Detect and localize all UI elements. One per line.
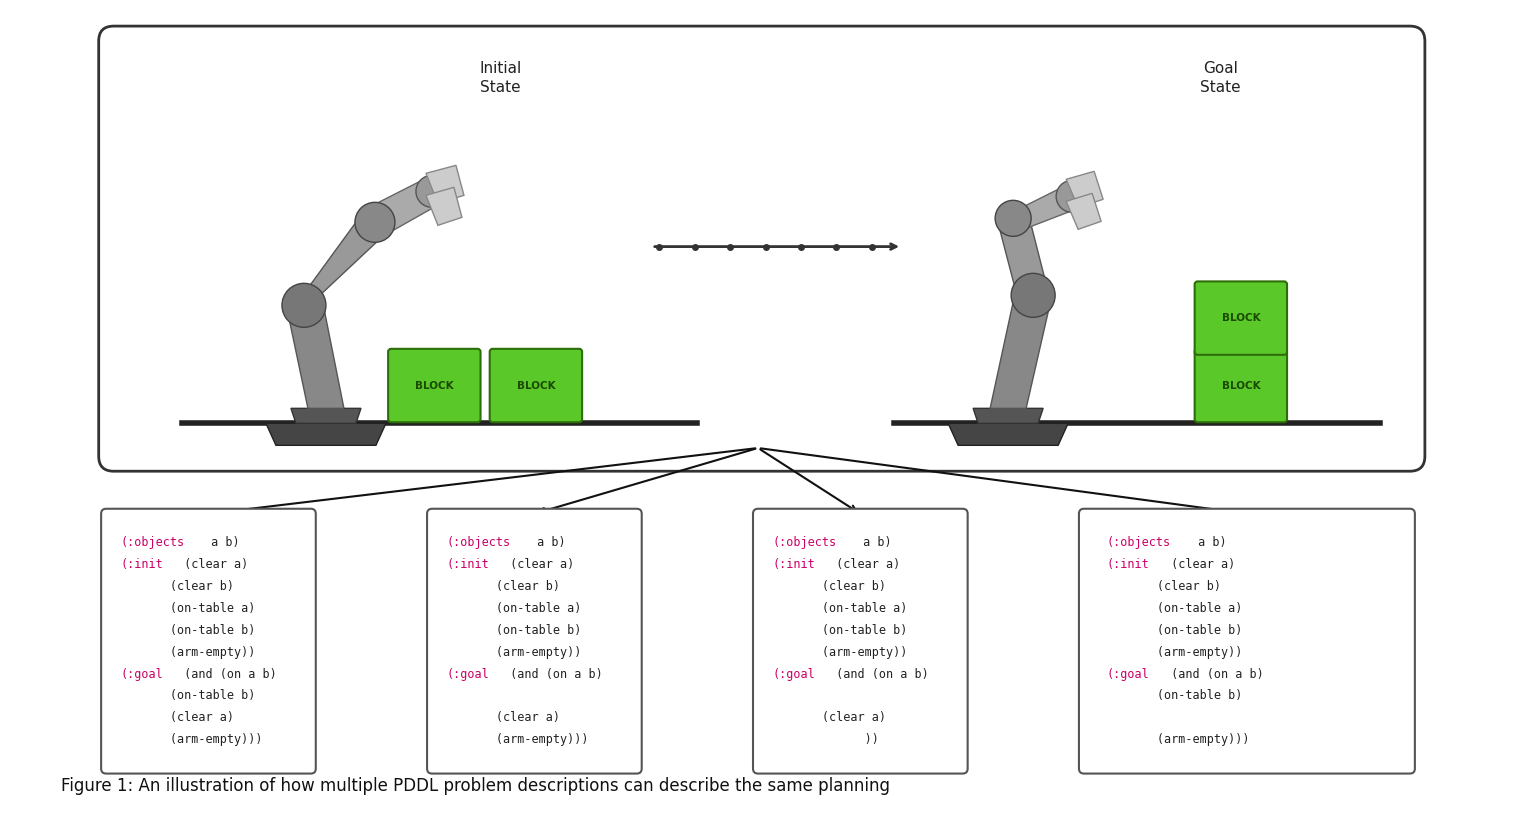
- FancyBboxPatch shape: [753, 509, 967, 774]
- FancyBboxPatch shape: [1195, 349, 1287, 423]
- Polygon shape: [426, 165, 464, 203]
- Text: (:objects: (:objects: [446, 536, 511, 549]
- Text: (and (on a b): (and (on a b): [1164, 667, 1263, 681]
- Text: (on-table b): (on-table b): [120, 624, 256, 637]
- FancyBboxPatch shape: [99, 26, 1425, 471]
- Circle shape: [1057, 180, 1088, 212]
- Text: (:objects: (:objects: [120, 536, 185, 549]
- Text: a b): a b): [531, 536, 565, 549]
- Polygon shape: [361, 178, 441, 233]
- Text: (:goal: (:goal: [446, 667, 490, 681]
- Polygon shape: [1066, 171, 1104, 207]
- Text: (clear b): (clear b): [120, 580, 235, 593]
- Polygon shape: [1001, 185, 1078, 229]
- Text: (arm-empty))): (arm-empty))): [446, 733, 588, 746]
- Text: (and (on a b): (and (on a b): [177, 667, 276, 681]
- Text: (:goal: (:goal: [1107, 667, 1149, 681]
- Text: (:objects: (:objects: [772, 536, 837, 549]
- Text: Initial
State: Initial State: [479, 62, 522, 95]
- Polygon shape: [288, 293, 344, 409]
- Text: (clear b): (clear b): [772, 580, 887, 593]
- Text: (:init: (:init: [1107, 558, 1149, 571]
- Text: (clear a): (clear a): [503, 558, 575, 571]
- Text: )): )): [772, 733, 879, 746]
- Text: BLOCK: BLOCK: [517, 381, 555, 390]
- Text: (on-table a): (on-table a): [1107, 602, 1242, 615]
- Text: Figure 1: An illustration of how multiple PDDL problem descriptions can describe: Figure 1: An illustration of how multipl…: [61, 777, 890, 795]
- Text: (:goal: (:goal: [120, 667, 164, 681]
- Text: (:goal: (:goal: [772, 667, 816, 681]
- Text: (clear a): (clear a): [120, 711, 235, 724]
- Text: (on-table a): (on-table a): [446, 602, 582, 615]
- Text: (arm-empty))): (arm-empty))): [1107, 733, 1249, 746]
- Polygon shape: [426, 187, 462, 225]
- Text: BLOCK: BLOCK: [1222, 313, 1260, 323]
- Text: a b): a b): [857, 536, 891, 549]
- Text: (on-table b): (on-table b): [1107, 624, 1242, 637]
- FancyBboxPatch shape: [1195, 281, 1287, 355]
- Text: (clear b): (clear b): [446, 580, 561, 593]
- FancyBboxPatch shape: [1079, 509, 1414, 774]
- FancyBboxPatch shape: [490, 349, 582, 423]
- Text: (clear a): (clear a): [177, 558, 249, 571]
- Polygon shape: [291, 409, 361, 423]
- Text: (on-table a): (on-table a): [120, 602, 256, 615]
- Text: (:init: (:init: [446, 558, 490, 571]
- Text: (clear a): (clear a): [446, 711, 561, 724]
- Text: (on-table b): (on-table b): [120, 690, 256, 703]
- Circle shape: [994, 201, 1031, 237]
- Text: (:objects: (:objects: [1107, 536, 1170, 549]
- Circle shape: [1011, 274, 1055, 317]
- Text: a b): a b): [1192, 536, 1226, 549]
- Circle shape: [355, 202, 396, 242]
- Text: (arm-empty)): (arm-empty)): [772, 645, 908, 658]
- Text: (on-table b): (on-table b): [772, 624, 908, 637]
- Text: Goal
State: Goal State: [1201, 62, 1240, 95]
- Text: (arm-empty)): (arm-empty)): [120, 645, 256, 658]
- Text: (on-table b): (on-table b): [1107, 690, 1242, 703]
- Text: BLOCK: BLOCK: [1222, 381, 1260, 390]
- Text: (and (on a b): (and (on a b): [503, 667, 602, 681]
- Text: (and (on a b): (and (on a b): [829, 667, 928, 681]
- FancyBboxPatch shape: [102, 509, 315, 774]
- Text: (:init: (:init: [772, 558, 816, 571]
- Text: (clear b): (clear b): [1107, 580, 1220, 593]
- Polygon shape: [265, 423, 387, 446]
- Text: (on-table a): (on-table a): [772, 602, 908, 615]
- Polygon shape: [1066, 193, 1101, 229]
- Circle shape: [415, 175, 447, 207]
- Text: (arm-empty)): (arm-empty)): [446, 645, 582, 658]
- Polygon shape: [990, 289, 1051, 409]
- Text: (clear a): (clear a): [829, 558, 901, 571]
- Text: (clear a): (clear a): [772, 711, 887, 724]
- Text: (arm-empty))): (arm-empty))): [120, 733, 262, 746]
- Polygon shape: [948, 423, 1069, 446]
- Polygon shape: [998, 214, 1051, 303]
- Polygon shape: [287, 211, 387, 318]
- Polygon shape: [973, 409, 1043, 423]
- Text: (on-table b): (on-table b): [446, 624, 582, 637]
- FancyBboxPatch shape: [428, 509, 641, 774]
- Text: (:init: (:init: [120, 558, 164, 571]
- Text: (arm-empty)): (arm-empty)): [1107, 645, 1242, 658]
- Text: (clear a): (clear a): [1164, 558, 1236, 571]
- Text: a b): a b): [205, 536, 240, 549]
- FancyBboxPatch shape: [388, 349, 481, 423]
- Circle shape: [282, 284, 326, 327]
- Text: BLOCK: BLOCK: [415, 381, 453, 390]
